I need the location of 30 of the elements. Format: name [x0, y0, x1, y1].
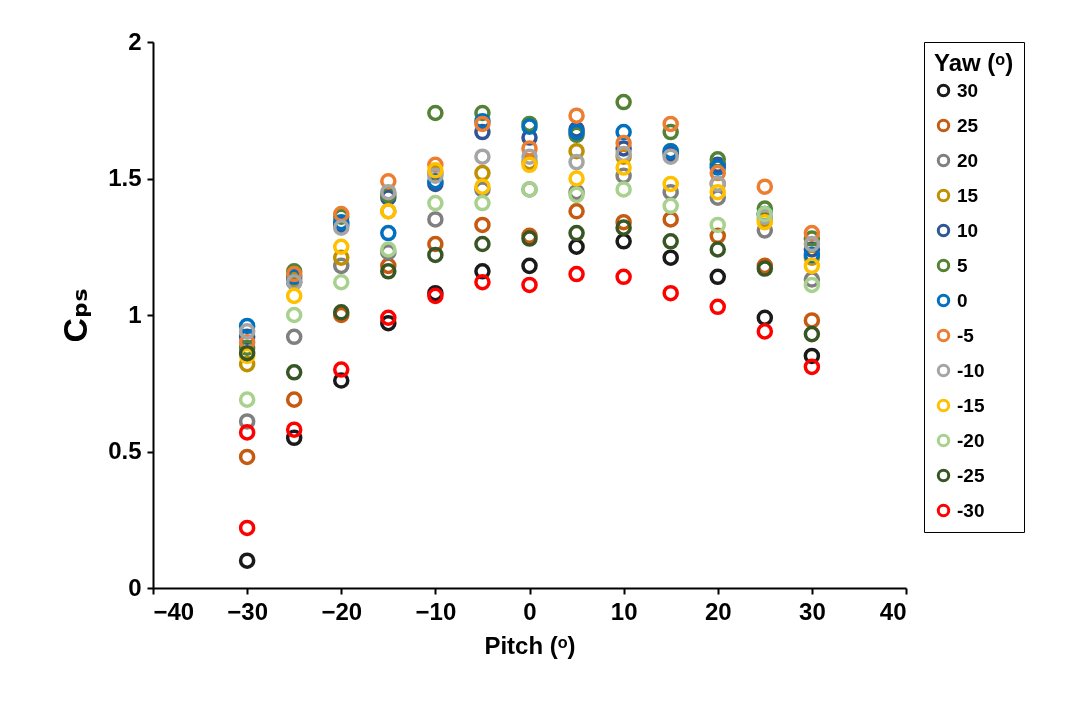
legend-label: 5: [957, 254, 968, 276]
legend-label: -10: [957, 359, 985, 381]
legend-title: Yaw (ᵒ): [934, 49, 1014, 76]
y-tick-label: 1.5: [108, 164, 142, 191]
legend-label: 0: [957, 289, 968, 311]
legend-label: -25: [957, 464, 985, 486]
y-tick-label: 1: [128, 300, 142, 328]
y-axis-title: Cₚₛ: [56, 288, 95, 343]
y-tick-label: 0: [128, 573, 142, 601]
legend-label: 15: [957, 184, 979, 206]
x-tick-label: −40: [153, 597, 195, 625]
x-tick-label: 10: [610, 597, 638, 625]
y-tick-label: 0.5: [108, 437, 142, 464]
legend-label: 30: [957, 79, 979, 101]
legend-label: 20: [957, 149, 979, 171]
x-axis-title: Pitch (ᵒ): [484, 631, 576, 659]
x-tick-label: 40: [879, 597, 907, 625]
x-tick-label: 0: [523, 597, 537, 625]
y-tick-label: 2: [128, 27, 142, 55]
x-tick-label: 20: [704, 597, 732, 625]
legend-label: -15: [957, 394, 985, 416]
legend-label: 25: [957, 114, 979, 136]
x-tick-label: −20: [321, 597, 363, 625]
legend-label: -30: [957, 499, 985, 521]
legend-label: 10: [957, 219, 979, 241]
x-tick-label: −10: [415, 597, 457, 625]
legend-label: -5: [957, 324, 975, 346]
x-tick-label: 30: [799, 597, 826, 625]
x-tick-label: −30: [227, 597, 268, 625]
legend-label: -20: [957, 429, 985, 451]
